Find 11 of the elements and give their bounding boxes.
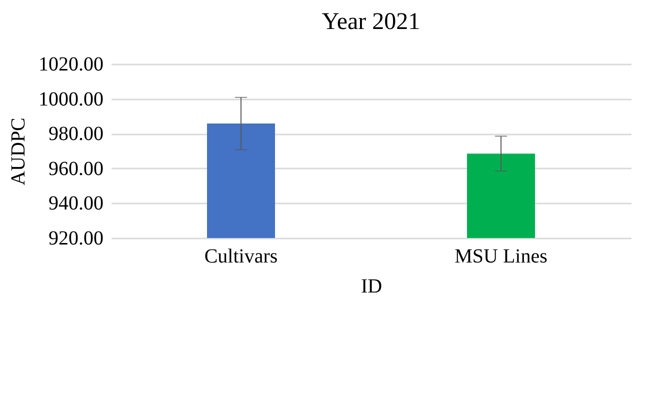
y-tick-label: 960.00 bbox=[48, 158, 104, 180]
x-tick-label: Cultivars bbox=[204, 246, 278, 268]
y-tick-label: 980.00 bbox=[48, 123, 104, 146]
chart-title: Year 2021 bbox=[322, 9, 420, 35]
y-tick-label: 1020.00 bbox=[38, 54, 104, 76]
x-axis-title: ID bbox=[360, 276, 382, 298]
y-tick-label: 1000.00 bbox=[38, 88, 104, 110]
x-tick-label: MSU Lines bbox=[454, 246, 548, 268]
y-tick-label: 920.00 bbox=[48, 228, 104, 250]
y-axis-title: AUDPC bbox=[8, 118, 30, 186]
y-tick-label: 940.00 bbox=[48, 192, 104, 215]
